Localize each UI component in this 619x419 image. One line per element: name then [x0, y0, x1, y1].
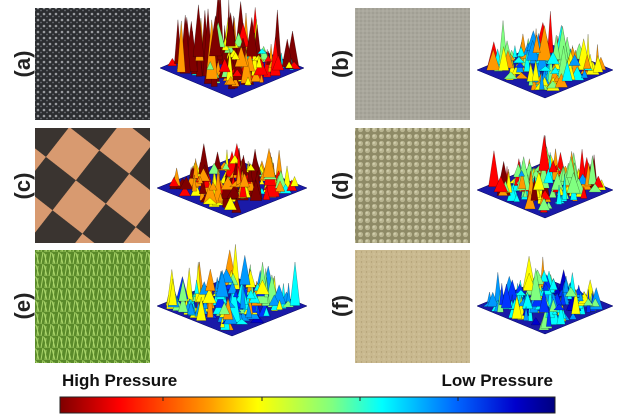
texture-photo: [355, 250, 470, 363]
panel-label: (a): [10, 51, 35, 78]
surface-part: [489, 151, 500, 187]
panel-label: (e): [10, 293, 35, 320]
texture-photo: [355, 128, 470, 243]
colorbar-low-label: Low Pressure: [442, 371, 554, 390]
panel-label: (c): [10, 173, 35, 200]
texture-photo: [35, 250, 150, 363]
colorbar-high-label: High Pressure: [62, 371, 177, 390]
surface-part: [239, 255, 250, 284]
surface-part: [513, 46, 517, 58]
figure: (a) (b) (c) (d) (e) (f) High Pressure Lo…: [0, 0, 619, 419]
texture-photo: [35, 128, 150, 243]
panel-label: (b): [328, 50, 353, 78]
panel-label: (f): [328, 295, 353, 317]
colorbar: [60, 397, 555, 413]
surface-part: [193, 5, 204, 57]
surface-part: [290, 262, 300, 306]
texture-photo: [35, 8, 150, 120]
texture-photo: [355, 8, 470, 120]
surface-part: [205, 269, 215, 291]
surface-part: [263, 148, 275, 177]
panel-label: (d): [328, 172, 353, 200]
